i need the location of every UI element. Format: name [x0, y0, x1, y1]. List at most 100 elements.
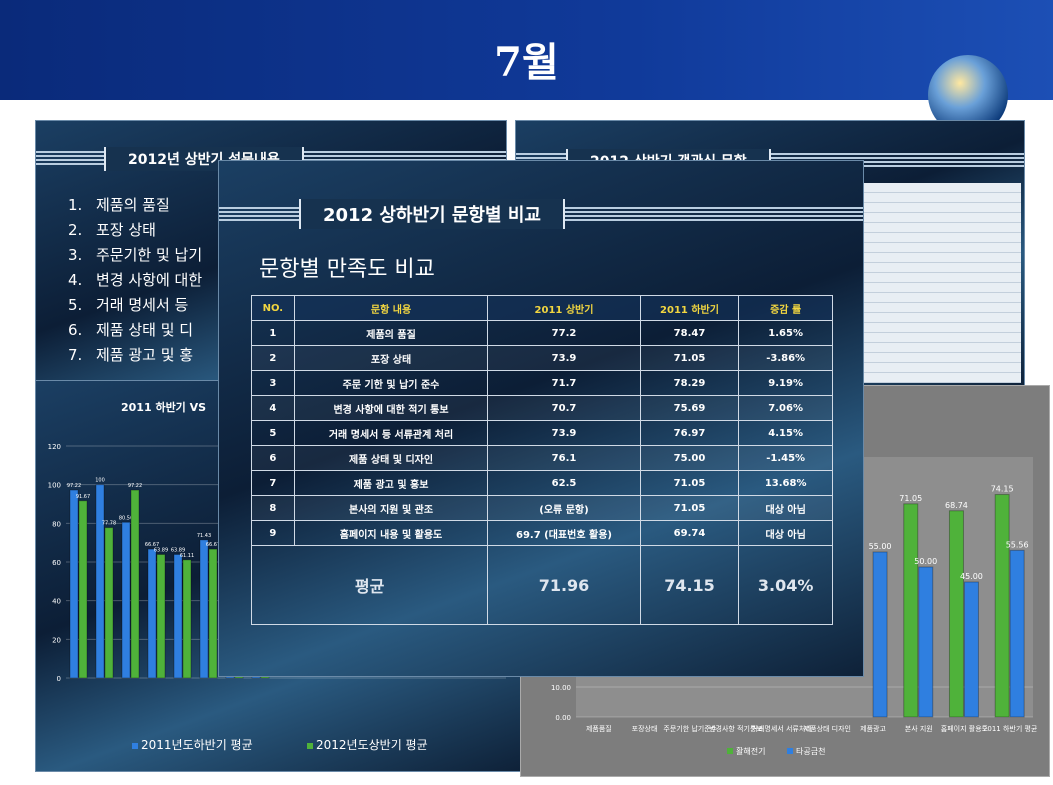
value-label: 55.56 [1006, 540, 1029, 549]
bar [156, 553, 166, 679]
table-cell: 1.65% [738, 320, 833, 346]
bar [78, 500, 88, 679]
x-tick-label: 주문기한 납기준수 [663, 724, 717, 733]
bar [994, 494, 1010, 718]
table-cell: 5 [251, 420, 295, 446]
mini-table [861, 183, 1021, 383]
table-cell: 71.7 [487, 370, 641, 396]
header-band [0, 0, 1053, 100]
table-cell: 13.68% [738, 470, 833, 496]
table-cell: 제품 광고 및 홍보 [293, 470, 489, 496]
value-label: 66.67 [206, 542, 220, 548]
survey-item: 5. 거래 명세서 등 [68, 293, 202, 318]
table-cell: 포장 상태 [293, 345, 489, 371]
item-number: 7. [68, 346, 83, 364]
table-cell: 75.00 [639, 445, 740, 471]
table-cell: -1.45% [738, 445, 833, 471]
value-label: 50.00 [914, 557, 937, 566]
value-label: 97.22 [128, 483, 142, 489]
value-label: 71.43 [197, 533, 211, 539]
table-cell: 69.74 [639, 520, 740, 546]
page-title: 7월 [494, 39, 559, 86]
table-cell: 73.9 [487, 420, 641, 446]
x-tick-label: 제품상태 디자인 [804, 724, 851, 733]
legend-swatch [307, 743, 313, 749]
chart-title: 2011 하반기 VS [121, 400, 206, 414]
header-cell: 2011 하반기 [639, 295, 740, 321]
table-cell: (오류 문항) [487, 495, 641, 521]
item-number: 4. [68, 271, 83, 289]
table-row: 6 제품 상태 및 디자인 76.1 75.00 -1.45% [251, 445, 833, 471]
y-tick-label: 40 [52, 598, 61, 606]
y-tick-label: 80 [52, 520, 61, 528]
value-label: 66.67 [145, 542, 159, 548]
x-tick-label: 변경사항 적기통보 [709, 724, 763, 733]
table-cell: 3 [251, 370, 295, 396]
table-cell: 대상 아님 [738, 520, 833, 546]
table-cell: 78.29 [639, 370, 740, 396]
bar [948, 510, 964, 718]
item-text: 변경 사항에 대한 [96, 271, 203, 289]
table-cell: 78.47 [639, 320, 740, 346]
x-tick-label: 포장상태 [632, 724, 658, 733]
value-label: 100 [95, 478, 105, 484]
bar [182, 559, 192, 679]
bar [121, 521, 131, 679]
y-tick-label: 10.00 [551, 684, 571, 692]
item-number: 6. [68, 321, 83, 339]
bar [104, 527, 114, 679]
header-row: NO. 문항 내용 2011 상반기 2011 하반기 증감 률 [251, 295, 833, 321]
table-row: 3 주문 기한 및 납기 준수 71.7 78.29 9.19% [251, 370, 833, 396]
footer-cell: 3.04% [738, 545, 833, 625]
table-cell: 변경 사항에 대한 적기 통보 [293, 395, 489, 421]
header-cell: NO. [251, 295, 295, 321]
item-number: 2. [68, 221, 83, 239]
item-text: 제품 상태 및 디 [96, 321, 194, 339]
table-row: 7 제품 광고 및 홍보 62.5 71.05 13.68% [251, 470, 833, 496]
y-tick-label: 20 [52, 636, 61, 644]
bar [903, 503, 919, 718]
item-text: 제품 광고 및 홍 [96, 346, 194, 364]
table-cell: 8 [251, 495, 295, 521]
footer-cell: 평균 [250, 545, 489, 625]
item-text: 거래 명세서 등 [96, 296, 189, 314]
table-row: 2 포장 상태 73.9 71.05 -3.86% [251, 345, 833, 371]
table-row: 9 홈페이지 내용 및 활용도 69.7 (대표번호 활용) 69.74 대상 아님 [251, 520, 833, 546]
header-cell: 문항 내용 [293, 295, 489, 321]
y-tick-label: 0 [57, 675, 61, 683]
table-cell: 제품 상태 및 디자인 [293, 445, 489, 471]
item-text: 포장 상태 [96, 221, 156, 239]
table-cell: 홈페이지 내용 및 활용도 [293, 520, 489, 546]
table-cell: 7 [251, 470, 295, 496]
table-cell: 대상 아님 [738, 495, 833, 521]
table-cell: 69.7 (대표번호 활용) [487, 520, 641, 546]
value-label: 71.05 [899, 494, 922, 503]
table-cell: 71.05 [639, 495, 740, 521]
table-cell: 거래 명세서 등 서류관계 처리 [293, 420, 489, 446]
bar [130, 489, 140, 679]
legend-label: 활해전기 [736, 746, 765, 756]
bar [1009, 549, 1025, 718]
table-cell: 76.1 [487, 445, 641, 471]
bar [95, 484, 105, 679]
legend-swatch [787, 748, 793, 754]
item-text: 주문기한 및 납기 [96, 246, 203, 264]
compare-table: NO. 문항 내용 2011 상반기 2011 하반기 증감 률 1 제품의 품질 77.2 7… [250, 295, 833, 625]
table-row: 1 제품의 품질 77.2 78.47 1.65% [251, 320, 833, 346]
table-cell: 6 [251, 445, 295, 471]
header-cell: 2011 상반기 [487, 295, 641, 321]
table-cell: 76.97 [639, 420, 740, 446]
bar [147, 548, 157, 679]
legend-label: 타공금천 [796, 746, 825, 756]
legend-label: 2012년도상반기 평균 [316, 738, 428, 752]
table-cell: 62.5 [487, 470, 641, 496]
legend-swatch [132, 743, 138, 749]
table-row: 8 본사의 지원 및 관조 (오류 문항) 71.05 대상 아님 [251, 495, 833, 521]
value-label: 55.00 [869, 542, 892, 551]
table-cell: 2 [251, 345, 295, 371]
value-label: 68.74 [945, 501, 968, 510]
survey-list: 1. 제품의 품질 2. 포장 상태 3. 주문기한 및 납기 4. 변경 사항에 대한 5. 거… [68, 193, 202, 368]
y-tick-label: 100 [48, 482, 61, 490]
survey-item: 7. 제품 광고 및 홍 [68, 343, 202, 368]
